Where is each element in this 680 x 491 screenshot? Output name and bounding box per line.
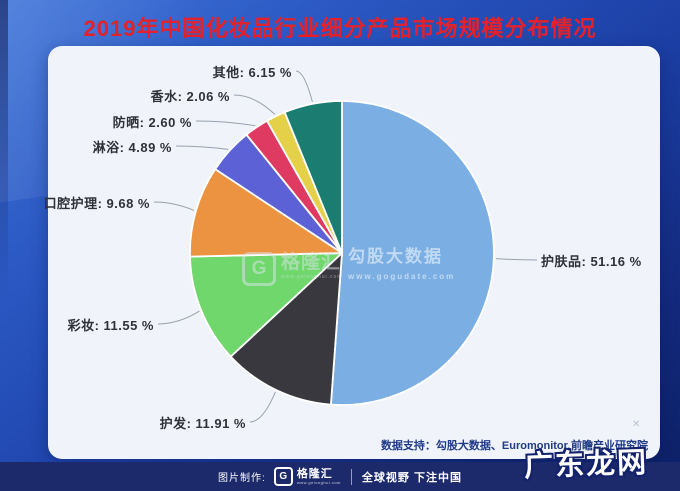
label-leader-line bbox=[157, 310, 200, 325]
footer-gelonghui-logo: G 格隆汇 www.gelonghui.com bbox=[273, 467, 341, 486]
gogu-url-text: www.gogudate.com bbox=[348, 272, 456, 281]
slice-label-护发: 护发: 11.91 % bbox=[159, 416, 246, 431]
footer-slogan: 全球视野 下注中国 bbox=[361, 471, 462, 484]
label-leader-line bbox=[195, 120, 256, 127]
label-leader-line bbox=[153, 201, 195, 211]
label-leader-line bbox=[175, 145, 229, 150]
footer-g-icon: G bbox=[273, 467, 293, 486]
slice-label-淋浴: 淋浴: 4.89 % bbox=[92, 140, 172, 155]
gogu-brand-text: 勾股大数据 bbox=[348, 247, 443, 266]
label-leader-line bbox=[249, 391, 276, 423]
slice-label-其他: 其他: 6.15 % bbox=[212, 65, 292, 80]
footer-brand-block: 格隆汇 www.gelonghui.com bbox=[296, 467, 341, 485]
footer-bar: 图片制作: G 格隆汇 www.gelonghui.com 全球视野 下注中国 bbox=[0, 462, 680, 491]
slice-label-防晒: 防晒: 2.60 % bbox=[112, 115, 192, 130]
label-leader-line bbox=[233, 94, 276, 115]
pie-slice-其他 bbox=[283, 100, 343, 254]
label-leader-line bbox=[495, 258, 538, 261]
watermark-gogu: 勾股大数据 www.gogudate.com bbox=[348, 245, 455, 281]
footer-url-text: www.gelonghui.com bbox=[296, 479, 341, 485]
pie-slice-护发 bbox=[229, 252, 343, 406]
pie-slice-口腔护理 bbox=[189, 168, 343, 258]
gelonghui-brand-block: 格隆汇 www.gelonghui.com bbox=[281, 252, 342, 280]
gelonghui-url-text: www.gelonghui.com bbox=[281, 274, 343, 280]
footer-divider bbox=[350, 468, 352, 485]
watermark-gelonghui-logo: G 格隆汇 www.gelonghui.com bbox=[242, 252, 342, 286]
data-source-attribution: 数据支持：勾股大数据、Euromonitor 前瞻产业研究院 bbox=[380, 440, 648, 452]
slice-label-彩妆: 彩妆: 11.55 % bbox=[67, 318, 154, 333]
pie-slice-护肤品 bbox=[330, 100, 495, 406]
footer-brand-text: 格隆汇 bbox=[296, 467, 333, 480]
footer-made-by-label: 图片制作: bbox=[218, 473, 266, 484]
gelonghui-brand-text: 格隆汇 bbox=[281, 252, 342, 273]
corner-x-mark: ✕ bbox=[632, 419, 641, 430]
slice-label-护肤品: 护肤品: 51.16 % bbox=[541, 254, 642, 269]
pie-slice-彩妆 bbox=[189, 252, 343, 358]
chart-title: 2019年中国化妆品行业细分产品市场规模分布情况 bbox=[83, 16, 597, 41]
slice-label-口腔护理: 口腔护理: 9.68 % bbox=[43, 196, 150, 211]
slice-label-香水: 香水: 2.06 % bbox=[150, 89, 230, 104]
gelonghui-g-icon: G bbox=[242, 252, 276, 286]
label-leader-line bbox=[295, 70, 313, 103]
watermark-gdlongwang: 广东龙网 bbox=[523, 444, 649, 484]
